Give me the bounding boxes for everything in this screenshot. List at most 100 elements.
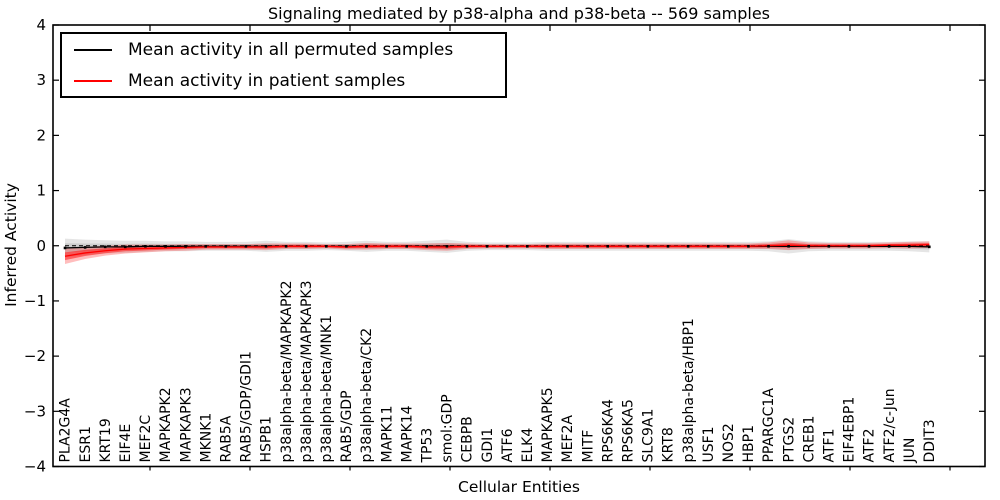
x-category-label: ESR1: [78, 426, 94, 462]
data-point-marker: [666, 245, 670, 248]
x-category-label: KRT8: [661, 427, 677, 462]
x-category-label: ATF2: [862, 428, 878, 462]
data-point-marker: [546, 245, 549, 248]
data-point-marker: [164, 245, 167, 248]
x-category-label: ATF6: [500, 428, 516, 462]
x-category-label: MEF2A: [560, 415, 576, 463]
permuted-band-inner: [65, 242, 930, 253]
y-tick-label: −3: [24, 402, 46, 420]
data-point-marker: [747, 245, 750, 248]
data-point-marker: [184, 245, 187, 248]
x-category-label: RPS6KA5: [621, 399, 637, 462]
legend: Mean activity in all permuted samples Me…: [60, 32, 507, 98]
data-point-marker: [244, 245, 248, 248]
x-category-label: EIF4EBP1: [842, 397, 858, 463]
x-category-label: KRT19: [98, 418, 114, 462]
x-category-label: NOS2: [721, 423, 737, 462]
data-point-marker: [83, 246, 87, 249]
data-point-marker: [365, 245, 368, 248]
data-point-marker: [626, 245, 630, 248]
x-category-label: RAB5A: [219, 415, 235, 462]
x-category-label: EIF4E: [118, 424, 134, 463]
data-point-marker: [264, 245, 268, 248]
y-tick-label: 1: [36, 182, 46, 200]
data-point-marker: [787, 245, 790, 248]
x-category-label: p38alpha-beta/MAPKAPK3: [299, 281, 315, 463]
legend-entry-permuted: Mean activity in all permuted samples: [62, 34, 505, 65]
data-point-marker: [204, 245, 207, 248]
permuted-line-swatch: [74, 48, 112, 51]
y-tick-label: 0: [36, 237, 46, 255]
data-point-marker: [867, 245, 871, 248]
y-tick-label: −2: [24, 347, 46, 365]
x-category-label: SLC9A1: [641, 409, 657, 463]
data-point-marker: [686, 245, 690, 248]
data-point-marker: [767, 245, 770, 248]
data-point-marker: [586, 245, 589, 248]
x-category-label: PLA2G4A: [58, 398, 74, 463]
x-category-label: PTGS2: [781, 417, 797, 463]
x-category-label: RPS6KA4: [600, 399, 616, 462]
data-point-marker: [465, 245, 469, 248]
x-category-label: p38alpha-beta/CK2: [359, 328, 375, 463]
x-category-label: ELK4: [520, 428, 536, 463]
y-tick-label: 3: [36, 71, 46, 89]
data-point-marker: [63, 246, 67, 250]
x-category-label: MAPK11: [379, 405, 395, 462]
data-point-marker: [425, 245, 429, 248]
x-category-label: CEBPB: [460, 416, 476, 462]
x-category-label: RAB5/GDP: [339, 390, 355, 462]
x-category-label: TP53: [420, 428, 436, 464]
data-point-marker: [144, 245, 147, 248]
data-point-marker: [103, 245, 107, 249]
x-axis-label: Cellular Entities: [458, 478, 580, 496]
x-category-label: GDI1: [480, 428, 496, 463]
x-category-label: HBP1: [741, 425, 757, 462]
x-category-label: MAPKAPK2: [158, 387, 174, 462]
data-point-marker: [445, 245, 449, 248]
data-point-marker: [325, 245, 328, 248]
data-point-marker: [304, 245, 308, 248]
y-tick-label: 4: [36, 16, 46, 34]
x-category-label: PPARGC1A: [761, 388, 777, 463]
data-point-marker: [646, 245, 650, 248]
data-point-marker: [606, 245, 609, 248]
y-tick-label: −1: [24, 292, 46, 310]
data-point-marker: [124, 245, 127, 249]
data-point-marker: [727, 245, 730, 248]
data-point-marker: [526, 245, 529, 248]
y-axis-label: Inferred Activity: [2, 183, 20, 307]
x-category-label: MAPK14: [399, 405, 415, 462]
y-tick-label: −4: [24, 458, 46, 476]
permuted-band-outer: [65, 238, 930, 258]
y-tick-label: 2: [36, 126, 46, 144]
x-category-label: ATF1: [822, 428, 838, 462]
data-point-marker: [224, 245, 228, 248]
legend-entry-patient: Mean activity in patient samples: [62, 65, 505, 96]
x-category-label: p38alpha-beta/HBP1: [681, 318, 697, 462]
data-point-marker: [807, 245, 810, 248]
x-category-label: MAPKAPK5: [540, 387, 556, 462]
x-category-label: smol:GDP: [440, 394, 456, 462]
data-point-marker: [847, 245, 851, 248]
x-category-label: p38alpha-beta/MNK1: [319, 315, 335, 463]
data-point-marker: [706, 245, 710, 248]
data-point-marker: [385, 245, 388, 248]
x-category-label: MEF2C: [138, 415, 154, 463]
patient-line-swatch: [74, 79, 112, 82]
patient-mean-line: [64, 243, 930, 257]
x-category-label: USF1: [701, 426, 717, 462]
x-category-label: MITF: [580, 430, 596, 463]
x-category-label: HSPB1: [259, 416, 275, 462]
data-point-marker: [505, 245, 509, 248]
x-category-label: ATF2/c-Jun: [882, 388, 898, 462]
data-point-marker: [566, 245, 569, 248]
x-category-label: MKNK1: [198, 413, 214, 463]
legend-label-permuted: Mean activity in all permuted samples: [128, 39, 454, 60]
data-point-marker: [345, 245, 348, 248]
data-point-marker: [405, 245, 408, 248]
data-point-marker: [887, 245, 891, 248]
x-category-label: p38alpha-beta/MAPKAPK2: [279, 281, 295, 463]
